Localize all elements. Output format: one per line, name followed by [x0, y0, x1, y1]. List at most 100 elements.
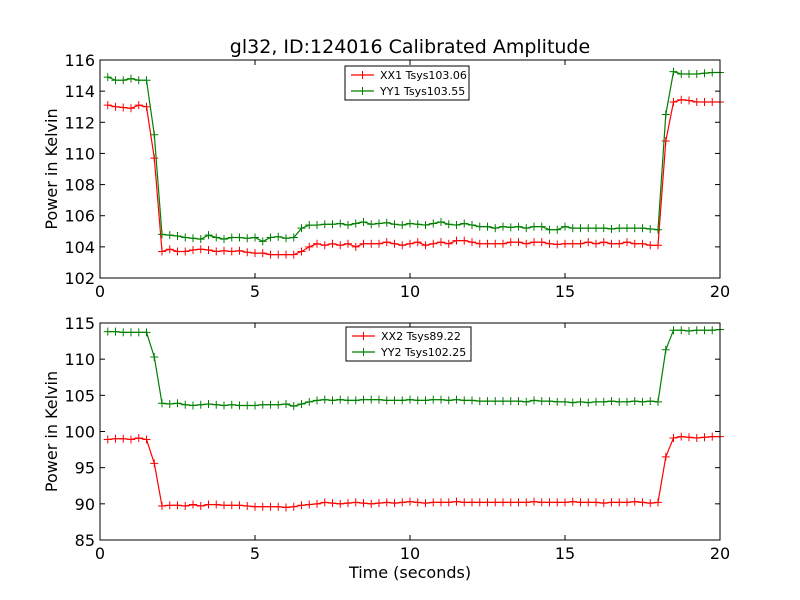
data-point — [282, 234, 290, 243]
data-point — [530, 222, 538, 231]
data-point — [111, 327, 120, 336]
data-point — [460, 236, 469, 245]
data-point — [685, 70, 693, 79]
data-point — [282, 400, 290, 409]
data-point — [692, 70, 701, 79]
x-tick-label: 5 — [250, 282, 260, 301]
data-point — [274, 400, 283, 409]
data-point — [421, 396, 430, 405]
data-point — [561, 397, 569, 406]
data-point — [328, 239, 337, 248]
data-point — [181, 502, 190, 511]
data-point — [561, 222, 569, 231]
data-point — [545, 498, 554, 507]
y-tick-label: 95 — [75, 459, 95, 478]
data-point — [568, 224, 577, 233]
data-point — [584, 398, 593, 407]
data-point — [700, 69, 709, 78]
data-point — [661, 136, 670, 145]
data-point — [227, 247, 236, 256]
x-tick-label: 0 — [95, 544, 105, 563]
data-point — [220, 501, 228, 510]
data-point — [351, 498, 360, 507]
data-point — [677, 432, 686, 441]
data-point — [165, 400, 174, 409]
data-point — [398, 498, 407, 507]
data-point — [382, 238, 391, 247]
data-point — [483, 397, 492, 406]
data-point — [320, 220, 329, 229]
data-point — [638, 224, 647, 233]
data-point — [607, 498, 616, 507]
data-point — [158, 502, 166, 511]
data-point — [491, 498, 500, 507]
data-point — [266, 233, 275, 242]
data-point — [437, 238, 445, 247]
data-point — [708, 432, 717, 441]
data-point — [212, 247, 221, 256]
data-point — [336, 219, 345, 228]
data-point — [212, 400, 221, 409]
data-point — [646, 397, 655, 406]
data-point — [181, 233, 190, 242]
data-point — [561, 498, 569, 507]
data-point — [599, 397, 608, 406]
legend-label: XX2 Tsys89.22 — [381, 330, 461, 343]
data-point — [134, 434, 143, 443]
data-point — [452, 221, 461, 230]
data-point — [429, 395, 438, 404]
data-point — [359, 499, 368, 508]
data-point — [553, 225, 562, 234]
data-point — [134, 328, 143, 337]
data-point — [406, 395, 414, 404]
data-point — [127, 74, 135, 83]
data-point — [258, 502, 267, 511]
data-point — [196, 400, 205, 409]
data-point — [576, 224, 585, 233]
data-point — [576, 239, 585, 248]
y-tick-label: 110 — [64, 144, 95, 163]
data-point — [646, 224, 655, 233]
data-point — [545, 397, 554, 406]
data-point — [351, 396, 360, 405]
data-point — [607, 239, 616, 248]
legend-label: XX1 Tsys103.06 — [380, 69, 467, 82]
data-point — [468, 396, 476, 405]
data-point — [344, 221, 352, 230]
data-point — [692, 326, 701, 335]
data-point — [692, 98, 701, 107]
data-point — [568, 398, 577, 407]
data-point — [251, 502, 259, 511]
data-point — [297, 224, 306, 233]
data-point — [398, 396, 407, 405]
data-point — [654, 397, 662, 406]
data-point — [367, 220, 376, 229]
data-point — [142, 76, 151, 85]
data-point — [592, 498, 600, 507]
data-point — [111, 76, 120, 85]
data-point — [204, 500, 213, 509]
data-point — [390, 239, 399, 248]
data-point — [506, 238, 515, 247]
data-point — [282, 503, 290, 512]
data-point — [235, 233, 244, 242]
data-point — [522, 498, 531, 507]
data-point — [530, 238, 538, 247]
data-point — [444, 220, 453, 229]
data-point — [119, 328, 128, 337]
data-point — [359, 395, 368, 404]
data-point — [506, 397, 515, 406]
data-point — [537, 238, 546, 247]
data-point — [661, 452, 670, 461]
data-point — [630, 497, 639, 506]
data-point — [258, 400, 267, 409]
data-point — [460, 219, 469, 228]
data-point — [615, 239, 624, 248]
data-point — [692, 434, 701, 443]
data-point — [677, 326, 686, 335]
data-point — [413, 396, 422, 405]
data-point — [289, 250, 298, 259]
data-point — [452, 236, 461, 245]
data-point — [165, 245, 174, 254]
x-tick-label: 20 — [710, 544, 730, 563]
